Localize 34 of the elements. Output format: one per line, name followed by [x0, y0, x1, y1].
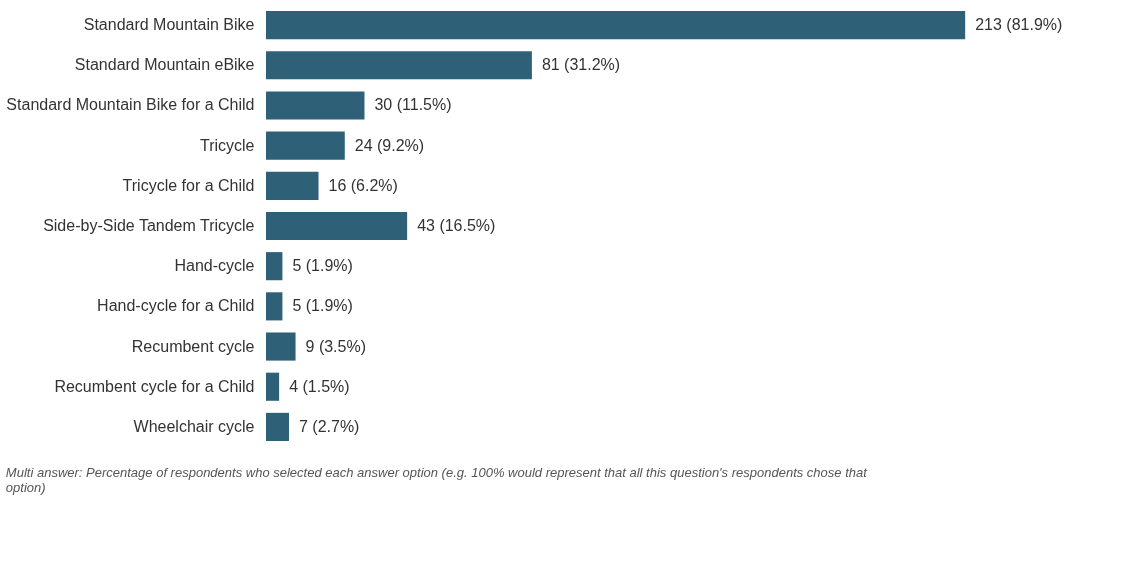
- data-label: 9 (3.5%): [305, 337, 367, 355]
- data-label: 7 (2.7%): [298, 417, 360, 435]
- data-label: 43 (16.5%): [417, 217, 496, 234]
- data-label: 81 (31.2%): [541, 56, 621, 74]
- bar: [266, 211, 408, 241]
- y-tick-label: Hand-cycle: [174, 257, 255, 275]
- data-label: 213 (81.9%): [975, 16, 1063, 34]
- bar: [266, 292, 283, 321]
- data-label: 5 (1.9%): [292, 297, 353, 315]
- y-tick-label: Standard Mountain Bike for a Child: [6, 96, 255, 114]
- y-tick-label: Hand-cycle for a Child: [97, 297, 255, 315]
- data-label: 16 (6.2%): [328, 176, 398, 194]
- data-label: 5 (1.9%): [292, 257, 353, 275]
- data-label: 24 (9.2%): [354, 136, 425, 154]
- bar: [266, 11, 966, 40]
- y-tick-label: Tricycle for a Child: [122, 176, 255, 194]
- bar: [266, 332, 296, 361]
- y-tick-label: Standard Mountain eBike: [74, 56, 255, 74]
- data-label: 30 (11.5%): [374, 96, 452, 114]
- y-tick-label: Recumbent cycle for a Child: [54, 377, 255, 395]
- y-tick-label: Tricycle: [199, 136, 255, 154]
- bar: [266, 171, 319, 200]
- bar: [266, 131, 345, 160]
- y-tick-label: Standard Mountain Bike: [83, 16, 255, 34]
- bar: [266, 412, 289, 441]
- y-tick-label: Recumbent cycle: [131, 337, 255, 355]
- bar: [266, 91, 365, 120]
- y-tick-label: Wheelchair cycle: [133, 417, 255, 435]
- y-tick-label: Side-by-Side Tandem Tricycle: [43, 217, 255, 234]
- bar: [266, 252, 283, 281]
- bar: [266, 51, 532, 80]
- data-label: 4 (1.5%): [289, 377, 350, 395]
- text: Multi answer: Percentage of respondents who selected each answer option (e.g. 100% would represent that all this question's respondents chose that option): [5, 465, 869, 495]
- bar: [266, 372, 280, 401]
